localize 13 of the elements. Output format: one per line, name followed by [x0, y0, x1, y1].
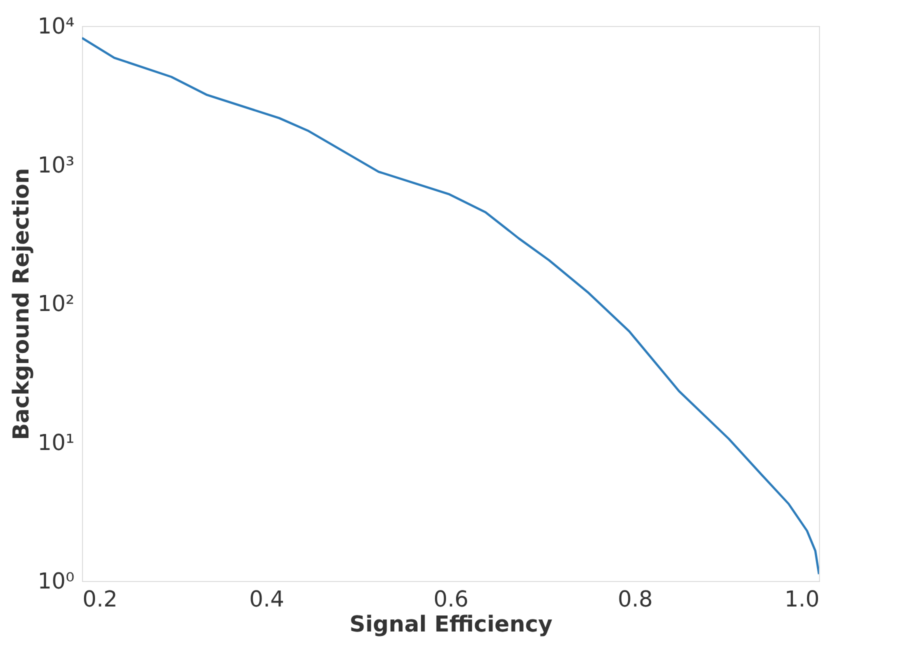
y-axis-title: Background Rejection	[10, 168, 35, 440]
line-series	[82, 36, 819, 576]
y-tick-label: 10¹	[38, 430, 74, 456]
x-tick-label: 0.2	[82, 588, 118, 612]
y-tick-label: 10⁴	[38, 14, 75, 40]
x-tick-label: 0.4	[249, 588, 284, 612]
y-tick-label: 10³	[38, 153, 74, 178]
y-tick-label: 10²	[38, 292, 74, 317]
y-tick-label: 10⁰	[38, 570, 75, 594]
x-tick-label: 0.8	[618, 588, 653, 612]
x-tick-label: 0.6	[434, 588, 468, 612]
x-tick-label: 1.0	[784, 588, 820, 612]
x-axis-title: Signal Efficiency	[350, 612, 552, 638]
